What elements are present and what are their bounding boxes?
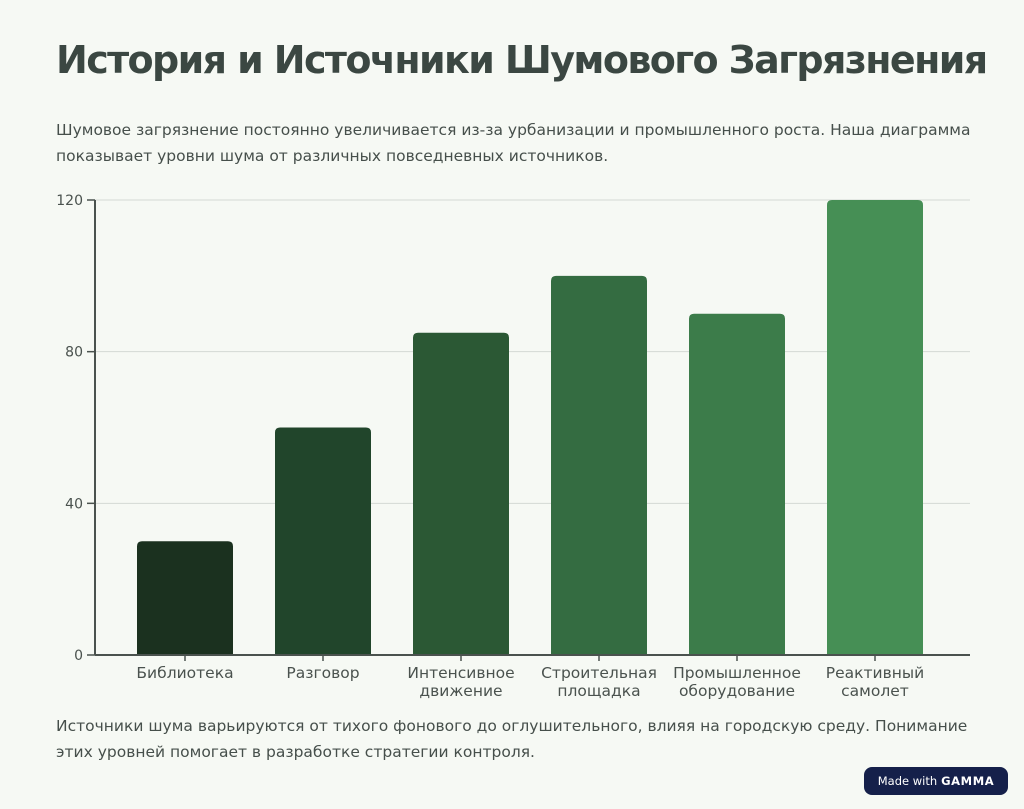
- category-label-line: Строительная: [541, 664, 657, 682]
- category-labels: Библиотека Разговор Интенсивное движение Стр…: [136, 664, 924, 700]
- category-label: Библиотека: [136, 664, 233, 682]
- bar: [689, 313, 785, 655]
- bar: [413, 332, 509, 655]
- category-label-line: Интенсивное: [407, 664, 514, 682]
- y-tick-label: 40: [65, 496, 83, 512]
- y-tick-label: 80: [65, 345, 83, 361]
- bar: [827, 200, 923, 655]
- gridlines: [95, 199, 970, 504]
- gamma-logo: GAMMA: [941, 774, 995, 788]
- made-with-gamma-badge[interactable]: Made with GAMMA: [864, 767, 1008, 795]
- bar: [275, 427, 371, 655]
- category-label-line: самолет: [841, 682, 909, 700]
- category-label-line: площадка: [557, 682, 640, 700]
- category-label-line: Библиотека: [136, 664, 233, 682]
- badge-prefix: Made with: [877, 774, 938, 788]
- bar: [137, 541, 233, 655]
- axes: [87, 199, 970, 661]
- category-label: Промышленное оборудование: [673, 664, 801, 700]
- bar-chart: 0 40 80 120 Библиотека Разговор Интенсивное дв…: [56, 193, 970, 700]
- y-tick-label: 120: [56, 193, 83, 209]
- category-label: Интенсивное движение: [407, 664, 514, 700]
- category-label-line: движение: [419, 682, 502, 700]
- intro-text: Шумовое загрязнение постоянно увеличивае…: [56, 121, 971, 165]
- bars: [137, 200, 923, 655]
- page-title: История и Источники Шумового Загрязнения: [56, 38, 988, 82]
- category-label: Разговор: [286, 664, 359, 682]
- category-label: Реактивный самолет: [826, 664, 924, 700]
- category-label-line: оборудование: [679, 682, 795, 700]
- y-tick-label: 0: [74, 648, 83, 664]
- category-label-line: Разговор: [286, 664, 359, 682]
- bar: [551, 275, 647, 655]
- outro-text: Источники шума варьируются от тихого фон…: [56, 717, 968, 761]
- y-tick-labels: 0 40 80 120: [56, 193, 83, 664]
- category-label-line: Реактивный: [826, 664, 924, 682]
- category-label: Строительная площадка: [541, 664, 657, 700]
- category-label-line: Промышленное: [673, 664, 801, 682]
